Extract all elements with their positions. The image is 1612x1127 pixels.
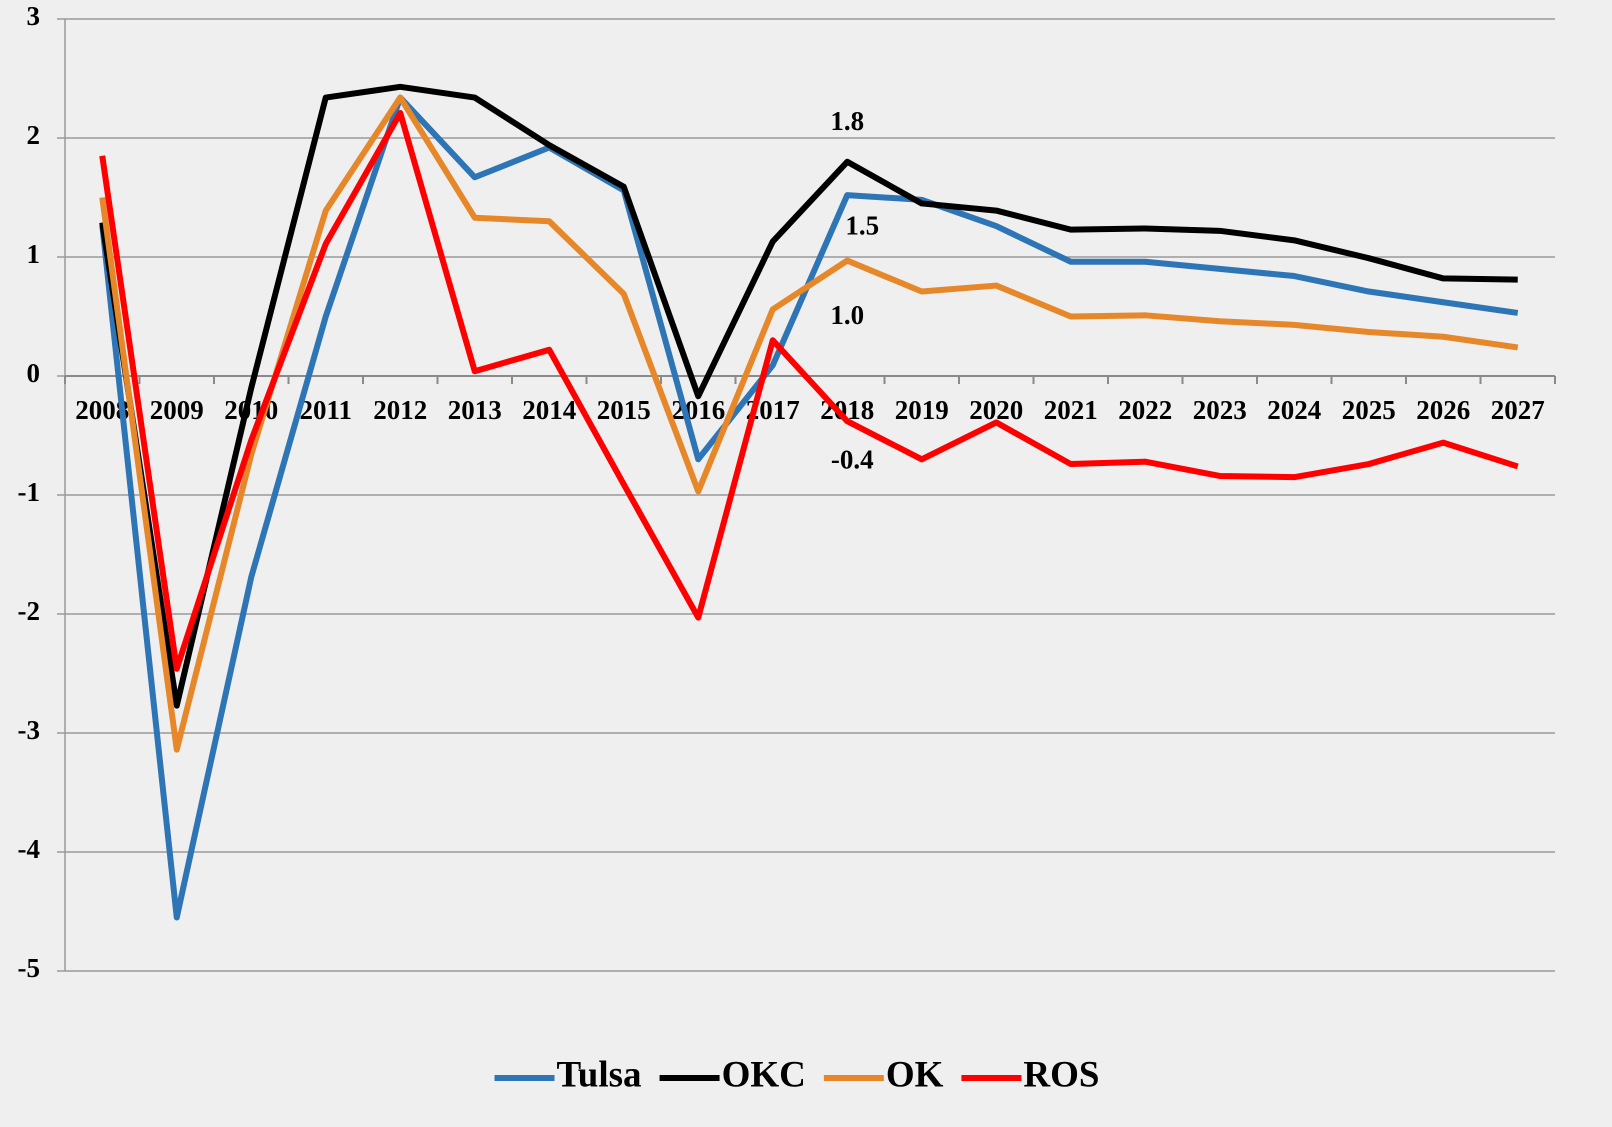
y-tick-label: 2 (27, 120, 41, 150)
legend-label: ROS (1023, 1054, 1099, 1095)
x-tick-label: 2023 (1193, 395, 1247, 425)
y-tick-label: 3 (27, 1, 41, 31)
y-tick-label: -4 (18, 834, 41, 864)
x-tick-label: 2011 (299, 395, 352, 425)
data-label: 1.5 (845, 210, 879, 240)
y-tick-label: -1 (18, 477, 41, 507)
y-tick-label: 1 (27, 239, 41, 269)
y-tick-label: -5 (18, 953, 41, 983)
series-line (99, 94, 1519, 921)
x-tick-label: 2019 (895, 395, 949, 425)
x-tick-label: 2026 (1416, 395, 1470, 425)
data-label: 1.8 (830, 106, 864, 136)
x-tick-label: 2022 (1118, 395, 1172, 425)
legend-label: OK (886, 1054, 944, 1095)
x-tick-label: 2025 (1342, 395, 1396, 425)
x-tick-label: 2021 (1044, 395, 1098, 425)
x-tick-label: 2015 (597, 395, 651, 425)
series-line (99, 83, 1518, 709)
data-label: -0.4 (831, 444, 874, 474)
y-tick-label: -3 (18, 715, 41, 745)
x-tick-label: 2024 (1267, 395, 1321, 425)
series-line (99, 94, 1519, 753)
x-tick-label: 2012 (373, 395, 427, 425)
x-tick-label: 2014 (522, 395, 576, 425)
legend-label: OKC (722, 1054, 806, 1095)
x-tick-label: 2013 (448, 395, 502, 425)
y-tick-label: -2 (18, 596, 41, 626)
x-tick-label: 2027 (1491, 395, 1545, 425)
y-tick-label: 0 (27, 358, 41, 388)
legend-label: Tulsa (557, 1054, 642, 1095)
series-line (99, 110, 1519, 672)
x-tick-label: 2009 (150, 395, 204, 425)
data-label: 1.0 (830, 300, 864, 330)
